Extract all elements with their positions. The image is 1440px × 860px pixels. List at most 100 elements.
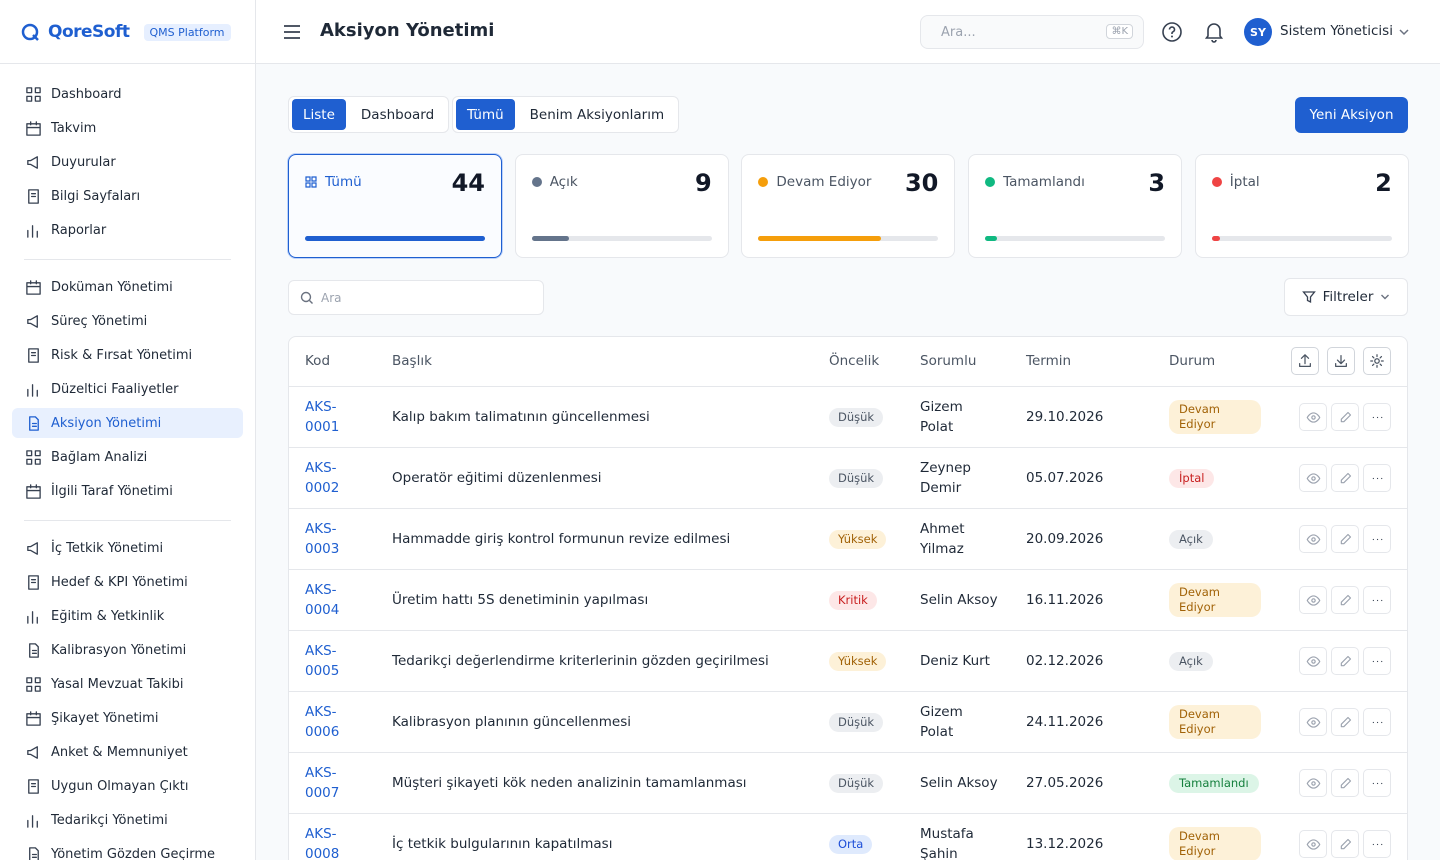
nav-item[interactable]: Uygun Olmayan Çıktı [12, 771, 243, 801]
icon [1340, 838, 1351, 849]
edit-button[interactable] [1331, 830, 1359, 858]
more-button[interactable] [1363, 403, 1391, 431]
nav-divider [24, 259, 231, 260]
view-button[interactable] [1299, 769, 1327, 797]
nav-item[interactable]: Duyurular [12, 147, 243, 177]
card-label: Tamamlandı [985, 174, 1085, 190]
nav-item[interactable]: Raporlar [12, 215, 243, 245]
action-code[interactable]: AKS-0007 [305, 765, 340, 801]
view-tabs: Liste Dashboard [288, 96, 450, 133]
edit-button[interactable] [1331, 586, 1359, 614]
edit-button[interactable] [1331, 464, 1359, 492]
import-button[interactable] [1327, 347, 1355, 375]
edit-button[interactable] [1331, 647, 1359, 675]
cell: Yüksek [829, 631, 887, 691]
grid-icon [305, 176, 317, 188]
status-card[interactable]: Tamamlandı 3 [968, 154, 1183, 258]
nav-label: Risk & Fırsat Yönetimi [51, 347, 193, 363]
table-row: AKS-0008 İç tetkik bulgularının kapatılma… [289, 813, 1407, 860]
action-code[interactable]: AKS-0001 [305, 399, 340, 435]
progress-fill [985, 236, 998, 241]
brand[interactable]: QoreSoft QMS Platform [20, 20, 231, 44]
export-button[interactable] [1291, 347, 1319, 375]
view-button[interactable] [1299, 403, 1327, 431]
global-search[interactable]: Ara... ⌘K [920, 15, 1144, 49]
more-button[interactable] [1363, 830, 1391, 858]
view-button[interactable] [1299, 525, 1327, 553]
view-button[interactable] [1299, 708, 1327, 736]
nav-item[interactable]: Kalibrasyon Yönetimi [12, 635, 243, 665]
owner: Selin Aksoy [920, 775, 998, 791]
action-code[interactable]: AKS-0004 [305, 582, 340, 618]
nav-item[interactable]: Anket & Memnuniyet [12, 737, 243, 767]
edit-button[interactable] [1331, 769, 1359, 797]
tab[interactable]: Dashboard [360, 106, 435, 123]
card-label: İptal [1211, 174, 1260, 190]
filters-button[interactable]: Filtreler [1284, 278, 1408, 316]
status-card[interactable]: Tümü 44 [288, 154, 502, 258]
more-button[interactable] [1363, 525, 1391, 553]
status-card[interactable]: İptal 2 [1194, 154, 1409, 258]
nav-item[interactable]: Bilgi Sayfaları [12, 181, 243, 211]
more-button[interactable] [1363, 647, 1391, 675]
view-button[interactable] [1299, 586, 1327, 614]
action-code[interactable]: AKS-0003 [305, 521, 340, 557]
column-header: Sorumlu [920, 353, 977, 369]
nav-item[interactable]: Düzeltici Faaliyetler [12, 374, 243, 404]
action-code[interactable]: AKS-0008 [305, 826, 340, 860]
table-search[interactable]: Ara [288, 280, 544, 315]
due-date: 02.12.2026 [1026, 653, 1104, 669]
edit-button[interactable] [1331, 708, 1359, 736]
menu-button[interactable] [282, 22, 302, 42]
new-action-button[interactable]: Yeni Aksiyon [1295, 97, 1408, 133]
progress-track [985, 236, 1166, 241]
help-button[interactable] [1161, 21, 1183, 43]
owner: Deniz Kurt [920, 653, 990, 669]
nav-item[interactable]: Risk & Fırsat Yönetimi [12, 340, 243, 370]
nav-item[interactable]: İlgili Taraf Yönetimi [12, 476, 243, 506]
status-card[interactable]: Devam Ediyor 30 [741, 154, 956, 258]
nav-item[interactable]: Doküman Yönetimi [12, 272, 243, 302]
edit-button[interactable] [1331, 525, 1359, 553]
icon [1372, 843, 1382, 845]
user-menu-chevron[interactable] [1398, 27, 1410, 37]
action-code[interactable]: AKS-0002 [305, 460, 340, 496]
priority-badge: Düşük [829, 773, 884, 793]
more-button[interactable] [1363, 708, 1391, 736]
nav-item[interactable]: Bağlam Analizi [12, 442, 243, 472]
action-code[interactable]: AKS-0006 [305, 704, 340, 740]
status-label: Tümü [325, 174, 362, 190]
nav-item[interactable]: Hedef & KPI Yönetimi [12, 567, 243, 597]
avatar[interactable]: SY [1244, 18, 1272, 46]
scope-tabs: Tümü Benim Aksiyonlarım [452, 96, 680, 133]
nav-item[interactable]: İç Tetkik Yönetimi [12, 533, 243, 563]
more-button[interactable] [1363, 464, 1391, 492]
nav-item[interactable]: Yönetim Gözden Geçirme [12, 839, 243, 860]
icon [27, 745, 38, 759]
view-button[interactable] [1299, 830, 1327, 858]
nav-item[interactable]: Tedarikçi Yönetimi [12, 805, 243, 835]
nav-item[interactable]: Eğitim & Yetkinlik [12, 601, 243, 631]
column-header: Öncelik [829, 353, 880, 369]
edit-button[interactable] [1331, 403, 1359, 431]
nav-item[interactable]: Süreç Yönetimi [12, 306, 243, 336]
nav-item[interactable]: Takvim [12, 113, 243, 143]
status-badge: İptal [1169, 468, 1215, 488]
tab[interactable]: Tümü [456, 99, 515, 130]
status-card[interactable]: Açık 9 [514, 154, 729, 258]
tab[interactable]: Benim Aksiyonlarım [529, 106, 665, 123]
user-name[interactable]: Sistem Yöneticisi [1280, 23, 1393, 39]
action-code[interactable]: AKS-0005 [305, 643, 340, 679]
settings-button[interactable] [1363, 347, 1391, 375]
nav-item[interactable]: Dashboard [12, 79, 243, 109]
view-button[interactable] [1299, 464, 1327, 492]
more-button[interactable] [1363, 586, 1391, 614]
more-button[interactable] [1363, 769, 1391, 797]
nav-item[interactable]: Aksiyon Yönetimi [12, 408, 243, 438]
notifications-button[interactable] [1204, 21, 1224, 43]
nav-label: Anket & Memnuniyet [51, 744, 188, 760]
tab[interactable]: Liste [292, 99, 346, 130]
nav-item[interactable]: Şikayet Yönetimi [12, 703, 243, 733]
nav-item[interactable]: Yasal Mevzuat Takibi [12, 669, 243, 699]
view-button[interactable] [1299, 647, 1327, 675]
